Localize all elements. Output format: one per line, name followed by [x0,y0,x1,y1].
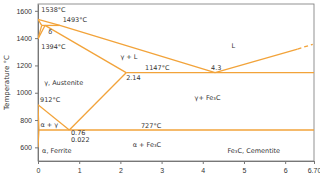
tick-label: 1200 [16,62,32,69]
tick-mark [35,120,38,121]
tick-label: 2 [119,167,123,174]
annotations: 1538°C 1493°C δ 1394°C Lγ + L γ, Austenite 2.1… [40,6,280,155]
annotation: 4.3 [211,64,221,72]
tick-label: 6 [284,167,288,174]
tick: 1000 [16,89,38,96]
tick-label: 1000 [16,89,32,96]
annotation: 727°C [141,122,162,130]
tick-label: 600 [20,144,32,151]
phase-boundary [38,19,42,25]
phase-boundary [38,130,40,147]
tick-mark [244,161,245,164]
tick-label: 1 [78,167,82,174]
tick-mark [35,93,38,94]
tick-mark [35,38,38,39]
tick-label: 3 [160,167,164,174]
annotation: 2.14 [126,74,140,82]
tick-label: 5 [243,167,247,174]
tick-label: 1600 [16,8,32,15]
tick: 2 [119,161,123,174]
annotation: 1147°C [145,64,170,72]
tick: 800 [20,117,38,124]
phase-boundary [38,105,69,130]
tick-mark [35,147,38,148]
annotation: 1538°C [41,6,66,14]
annotation: 912°C [40,96,61,104]
tick: 6.70 [308,161,320,174]
tick-mark [162,161,163,164]
chart: 0 1 2 3 4 5 6 6.70 600 800 1000 1200 1400 1600 Tempera… [0,0,320,180]
tick-label: 800 [20,117,32,124]
tick-mark [203,161,204,164]
tick: 1 [78,161,82,174]
tick-label: 6.70 [308,167,320,174]
tick-mark [120,161,121,164]
tick-mark [35,11,38,12]
tick-label: 1400 [16,35,32,42]
annotation: γ + L [120,53,137,61]
annotation: 0.022 [71,136,90,144]
tick-mark [285,161,286,164]
tick: 1400 [16,35,38,42]
annotation: Fe₃C, Cementite [227,147,280,155]
tick: 5 [243,161,247,174]
y-axis-title: Temperature °C [3,55,11,111]
tick: 1200 [16,62,38,69]
tick-mark [314,161,315,164]
tick: 0 [37,161,41,174]
annotation: α + Fe₃C [133,141,162,149]
phase-boundary [38,105,40,130]
tick-mark [79,161,80,164]
y-axis: 600 800 1000 1200 1400 1600 [16,5,38,162]
annotation: γ+ Fe₃C [195,94,221,102]
annotation: α + γ [40,121,58,129]
x-axis: 0 1 2 3 4 5 6 6.70 [37,161,320,174]
tick: 4 [201,161,205,174]
annotation: L [232,42,236,50]
plot-frame [38,4,314,161]
annotation: 1394°C [41,43,66,51]
tick: 600 [20,144,38,151]
phase-boundary [298,44,313,49]
annotation: δ [48,28,52,36]
tick: 1600 [16,8,38,15]
phase-boundary [38,19,215,72]
tick-label: 0 [37,167,41,174]
phase-boundary [38,25,45,39]
annotation: 1493°C [63,16,88,24]
phase-lines [38,19,314,147]
tick: 6 [284,161,288,174]
annotation: γ, Austenite [44,79,83,87]
tick: 3 [160,161,164,174]
tick-label: 4 [201,167,205,174]
annotation: α, Ferrite [42,147,71,155]
tick-mark [35,65,38,66]
phase-boundary [215,49,297,73]
axis-line [38,5,39,162]
